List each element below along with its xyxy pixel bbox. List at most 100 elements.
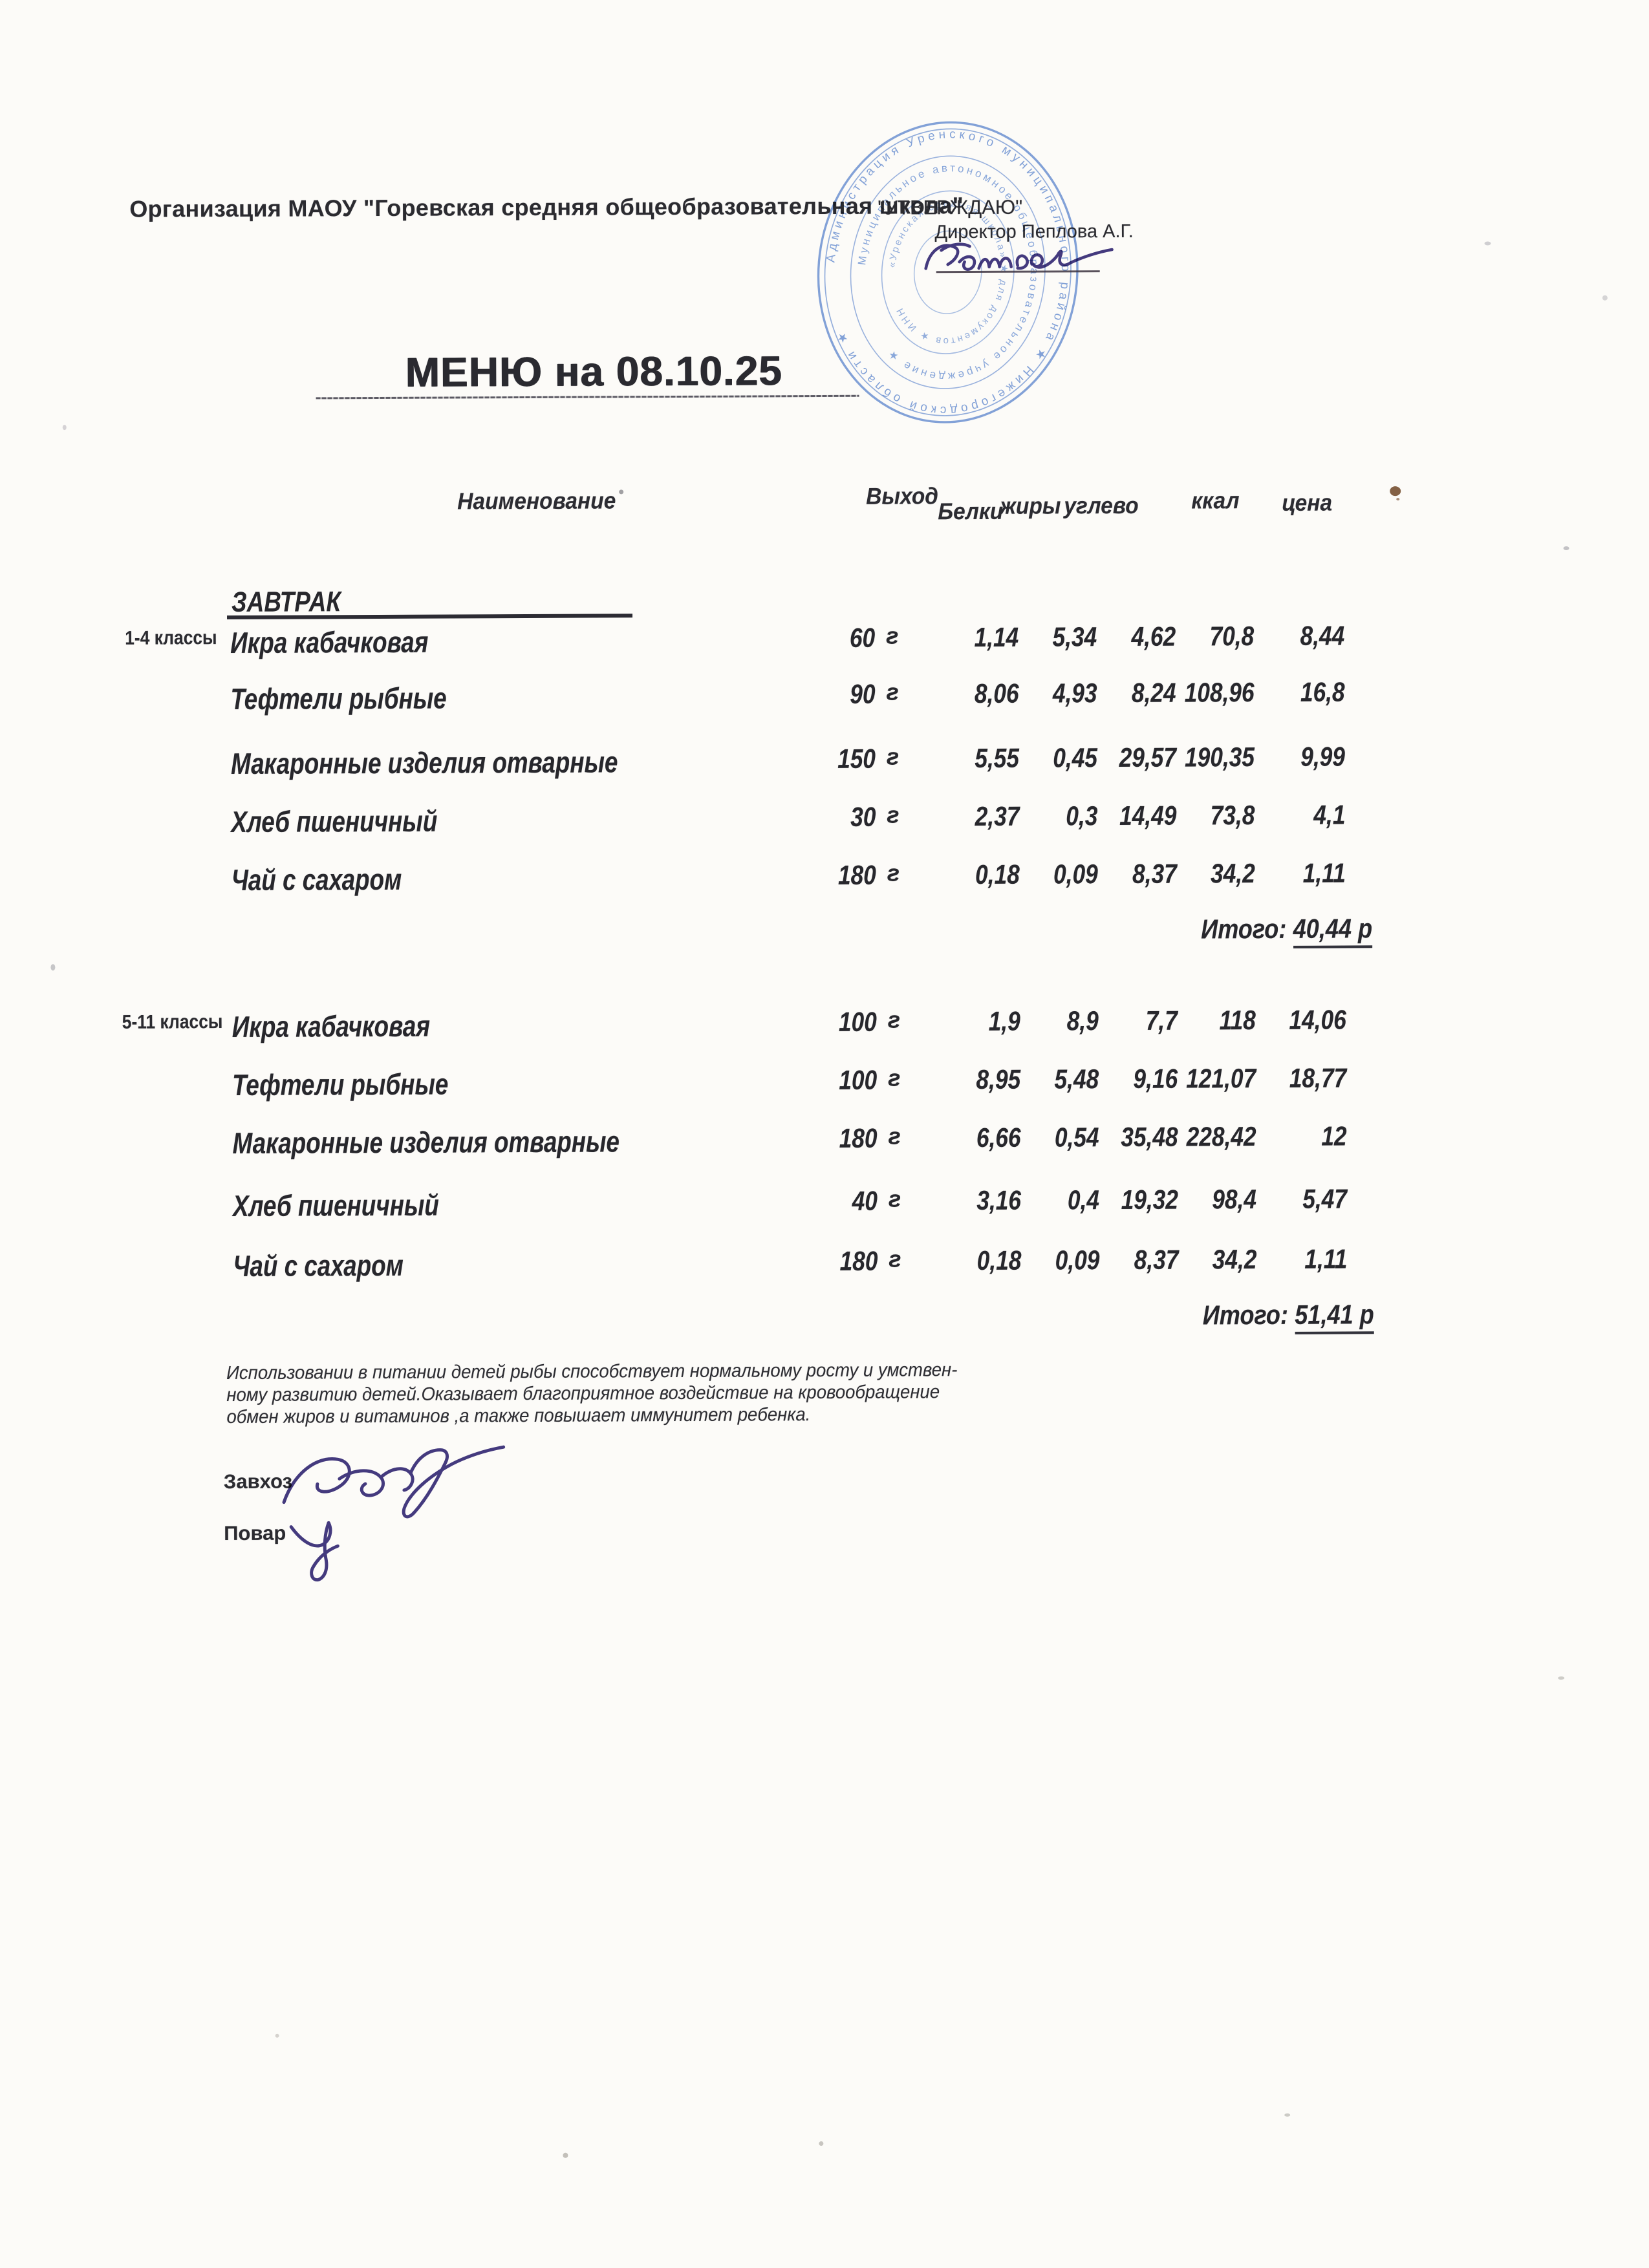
- col-fat: 0,4: [1067, 1184, 1100, 1215]
- col-output: 100: [839, 1064, 878, 1095]
- col-kcal: 118: [1219, 1005, 1256, 1036]
- col-carb: 9,16: [1133, 1063, 1178, 1094]
- menu-row: Икра кабачковая 60 г 1,14 5,34 4,62 70,8…: [0, 619, 1648, 665]
- col-output: 30: [850, 801, 876, 832]
- col-protein: 1,9: [988, 1005, 1020, 1036]
- total-label: Итого:: [1201, 913, 1287, 945]
- col-protein: 2,37: [975, 800, 1020, 831]
- unit-gram: г: [886, 743, 900, 770]
- col-price: 18,77: [1289, 1062, 1347, 1093]
- section-total: Итого: 40,44 р: [1201, 913, 1373, 948]
- col-carb: 8,37: [1134, 1244, 1179, 1275]
- col-fat: 0,45: [1053, 742, 1098, 773]
- unit-gram: г: [888, 1185, 901, 1212]
- paper-speck: [1390, 486, 1401, 497]
- col-fat: 0,3: [1066, 800, 1098, 831]
- col-kcal: 98,4: [1212, 1184, 1257, 1215]
- col-carb: 8,24: [1131, 677, 1176, 708]
- title-underline: [316, 394, 859, 400]
- col-header-name: Наименование: [457, 487, 616, 515]
- col-header-fat: жиры: [1000, 492, 1061, 519]
- col-output: 60: [849, 622, 876, 653]
- total-value: 40,44 р: [1293, 913, 1373, 948]
- dish-name: Чай с сахаром: [233, 1248, 404, 1283]
- col-fat: 0,09: [1053, 859, 1098, 890]
- unit-gram: г: [889, 1245, 901, 1272]
- col-output: 40: [852, 1185, 878, 1216]
- dish-name: Чай с сахаром: [231, 862, 402, 897]
- col-carb: 4,62: [1131, 621, 1176, 652]
- meal-section-title: ЗАВТРАК: [231, 586, 341, 618]
- col-kcal: 190,35: [1184, 742, 1255, 773]
- col-price: 16,8: [1300, 676, 1345, 707]
- col-protein: 0,18: [975, 859, 1020, 890]
- col-protein: 8,06: [974, 678, 1019, 709]
- col-price: 5,47: [1302, 1183, 1348, 1214]
- col-carb: 19,32: [1121, 1184, 1179, 1215]
- menu-row: Икра кабачковая 100 г 1,9 8,9 7,7 118 14…: [1, 1003, 1649, 1049]
- menu-row: Чай с сахаром 180 г 0,18 0,09 8,37 34,2 …: [1, 1242, 1649, 1288]
- dish-name: Хлеб пшеничный: [231, 804, 438, 839]
- col-kcal: 121,07: [1186, 1063, 1256, 1094]
- unit-gram: г: [888, 1064, 901, 1091]
- note-line-1: Использовании в питании детей рыбы спосо…: [226, 1360, 958, 1384]
- col-price: 1,11: [1304, 1243, 1348, 1274]
- menu-row: Хлеб пшеничный 30 г 2,37 0,3 14,49 73,8 …: [0, 798, 1649, 844]
- col-header-protein: Белки: [938, 497, 1004, 525]
- page-title: МЕНЮ на 08.10.25: [405, 347, 782, 396]
- col-fat: 5,48: [1054, 1064, 1099, 1095]
- col-protein: 8,95: [976, 1064, 1021, 1095]
- unit-gram: г: [887, 801, 900, 828]
- col-price: 9,99: [1300, 741, 1346, 772]
- col-header-kcal: ккал: [1191, 487, 1240, 514]
- paper-speck: [619, 489, 624, 495]
- col-price: 1,11: [1302, 857, 1346, 888]
- col-carb: 7,7: [1145, 1005, 1178, 1036]
- unit-gram: г: [888, 1122, 901, 1150]
- paper-speck: [1602, 295, 1608, 301]
- paper-speck: [563, 2152, 568, 2158]
- paper-speck: [275, 2033, 279, 2038]
- paper-speck: [1396, 498, 1400, 501]
- col-output: 150: [837, 743, 876, 774]
- col-kcal: 70,8: [1209, 621, 1255, 652]
- col-output: 180: [839, 1122, 878, 1153]
- col-carb: 29,57: [1119, 742, 1177, 773]
- unit-gram: г: [886, 678, 899, 705]
- unit-gram: г: [887, 859, 900, 886]
- total-label: Итого:: [1202, 1299, 1289, 1331]
- col-fat: 0,09: [1055, 1245, 1100, 1276]
- col-header-output: Выход: [866, 482, 939, 509]
- dish-name: Икра кабачковая: [232, 1009, 431, 1043]
- col-price: 14,06: [1289, 1004, 1346, 1035]
- col-protein: 1,14: [974, 621, 1019, 652]
- paper-speck: [1563, 546, 1569, 551]
- col-kcal: 34,2: [1212, 1244, 1257, 1275]
- menu-row: Чай с сахаром 180 г 0,18 0,09 8,37 34,2 …: [0, 856, 1649, 902]
- col-carb: 14,49: [1119, 800, 1177, 831]
- col-price: 12: [1321, 1120, 1347, 1151]
- paper-speck: [62, 425, 67, 431]
- menu-row: Тефтели рыбные 90 г 8,06 4,93 8,24 108,9…: [0, 675, 1648, 721]
- col-output: 90: [850, 678, 876, 709]
- col-output: 100: [838, 1006, 877, 1037]
- dish-name: Хлеб пшеничный: [232, 1188, 439, 1223]
- col-carb: 35,48: [1121, 1121, 1178, 1153]
- paper-speck: [819, 2141, 824, 2146]
- col-protein: 5,55: [975, 742, 1020, 773]
- col-protein: 6,66: [976, 1122, 1021, 1153]
- col-carb: 8,37: [1132, 858, 1177, 889]
- paper-speck: [1484, 241, 1491, 246]
- col-fat: 8,9: [1066, 1005, 1099, 1036]
- dish-name: Макаронные изделия отварные: [230, 745, 618, 781]
- col-protein: 3,16: [976, 1184, 1022, 1215]
- unit-gram: г: [887, 1006, 901, 1033]
- zavhoz-signature: [282, 1445, 506, 1519]
- col-output: 180: [839, 1245, 878, 1276]
- col-fat: 0,54: [1054, 1122, 1099, 1153]
- director-signature: [924, 242, 1114, 271]
- col-price: 8,44: [1300, 620, 1345, 651]
- col-fat: 5,34: [1052, 621, 1097, 652]
